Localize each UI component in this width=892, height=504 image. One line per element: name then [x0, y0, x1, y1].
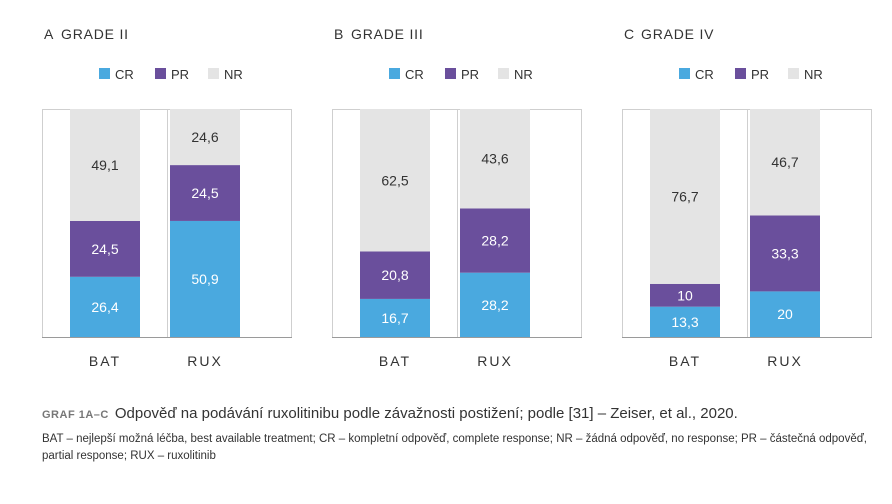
data-label-rux-nr: 43,6 [481, 151, 508, 167]
data-label-bat-cr: 26,4 [91, 299, 118, 315]
legend-swatch-nr [208, 68, 219, 79]
caption-title: Odpověď na podávání ruxolitinibu podle z… [114, 405, 738, 422]
legend-label-nr: NR [224, 67, 243, 82]
legend-swatch-cr [679, 68, 690, 79]
data-label-rux-cr: 28,2 [481, 297, 508, 313]
data-label-rux-cr: 50,9 [191, 271, 218, 287]
category-label-rux: RUX [187, 353, 223, 369]
bar-bat-cr [70, 276, 140, 337]
data-label-rux-pr: 28,2 [481, 233, 508, 249]
legend-swatch-cr [389, 68, 400, 79]
legend-label-cr: CR [695, 67, 714, 82]
bar-rux-nr [170, 109, 240, 166]
bar-rux-nr [460, 109, 530, 209]
figure-caption: GRAF 1A–C Odpověď na podávání ruxolitinib… [42, 404, 882, 465]
data-label-rux-pr: 33,3 [771, 245, 798, 261]
bar-bat-pr [360, 251, 430, 299]
legend-label-pr: PR [461, 67, 479, 82]
bar-rux-pr [750, 215, 820, 292]
caption-tag: GRAF 1A–C [42, 409, 109, 421]
legend-swatch-pr [445, 68, 456, 79]
bar-bat-nr [650, 109, 720, 284]
data-label-rux-cr: 20 [777, 306, 793, 322]
legend-label-pr: PR [171, 67, 189, 82]
data-label-rux-nr: 24,6 [191, 129, 218, 145]
panel-title-C: GRADE IV [641, 26, 714, 42]
panel-label-C: C [624, 26, 635, 42]
category-label-bat: BAT [89, 353, 121, 369]
bar-bat-pr [650, 283, 720, 307]
data-label-bat-pr: 24,5 [91, 241, 118, 257]
data-label-bat-cr: 16,7 [381, 310, 408, 326]
data-label-bat-nr: 76,7 [671, 188, 698, 204]
data-label-bat-pr: 10 [677, 287, 693, 303]
bar-rux-nr [750, 109, 820, 216]
data-label-bat-pr: 20,8 [381, 267, 408, 283]
category-label-bat: BAT [669, 353, 701, 369]
chart-area: A GRADE II CR PR NR 26,4 24,5 49,1 BAT 50,9 24,5 24… [42, 26, 872, 369]
legend-label-cr: CR [405, 67, 424, 82]
data-label-rux-pr: 24,5 [191, 185, 218, 201]
bar-bat-cr [360, 298, 430, 337]
caption-note: BAT – nejlepší možná léčba, best availab… [42, 433, 867, 462]
legend-swatch-nr [788, 68, 799, 79]
legend-swatch-nr [498, 68, 509, 79]
bar-bat-cr [650, 306, 720, 337]
bar-rux-cr [170, 220, 240, 337]
legend-label-cr: CR [115, 67, 134, 82]
category-label-bat: BAT [379, 353, 411, 369]
legend-swatch-cr [99, 68, 110, 79]
bar-bat-pr [70, 220, 140, 277]
bar-rux-pr [460, 208, 530, 273]
bar-bat-nr [70, 109, 140, 221]
legend-swatch-pr [735, 68, 746, 79]
legend-label-nr: NR [804, 67, 823, 82]
panel-label-A: A [44, 26, 54, 42]
bar-bat-nr [360, 109, 430, 252]
bar-rux-cr [750, 291, 820, 337]
panel-title-B: GRADE III [351, 26, 424, 42]
bar-rux-cr [460, 272, 530, 337]
legend-label-pr: PR [751, 67, 769, 82]
category-label-rux: RUX [477, 353, 513, 369]
caption-title-line: GRAF 1A–C Odpověď na podávání ruxolitinib… [42, 404, 882, 425]
legend-label-nr: NR [514, 67, 533, 82]
legend-swatch-pr [155, 68, 166, 79]
panel-title-A: GRADE II [61, 26, 129, 42]
bar-rux-pr [170, 165, 240, 221]
data-label-bat-nr: 49,1 [91, 157, 118, 173]
data-label-bat-cr: 13,3 [671, 314, 698, 330]
panel-label-B: B [334, 26, 344, 42]
data-label-rux-nr: 46,7 [771, 154, 798, 170]
category-label-rux: RUX [767, 353, 803, 369]
data-label-bat-nr: 62,5 [381, 172, 408, 188]
